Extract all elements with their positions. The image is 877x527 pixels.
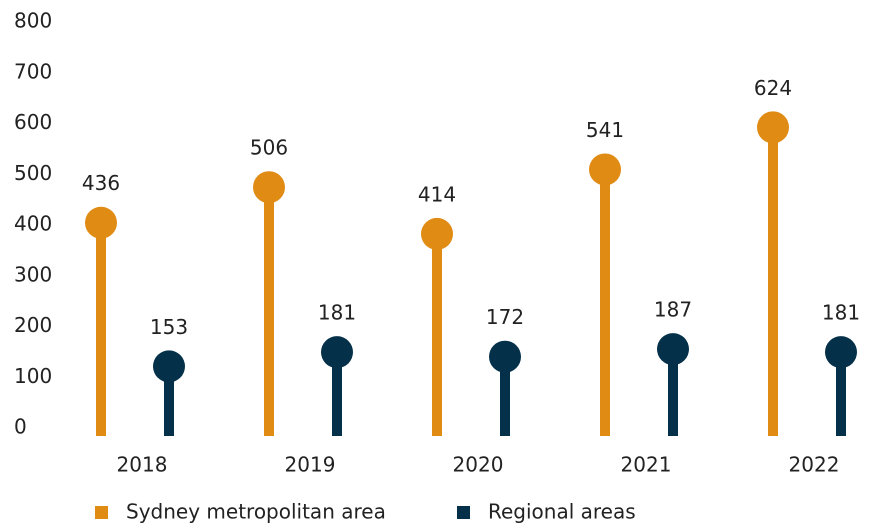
x-tick-label: 2022: [789, 453, 840, 477]
y-tick-label: 300: [14, 262, 52, 286]
value-label: 181: [822, 301, 860, 325]
lollipop: [657, 333, 689, 436]
dot: [657, 333, 689, 366]
stem: [164, 366, 174, 436]
x-tick-label: 2020: [453, 453, 504, 477]
dot: [757, 111, 789, 144]
legend-swatch: [457, 506, 470, 519]
y-tick-label: 100: [14, 364, 52, 388]
lollipop: [489, 340, 521, 436]
lollipop: [85, 206, 117, 436]
stem: [96, 222, 106, 436]
stem: [668, 349, 678, 436]
lollipop: [253, 171, 285, 436]
legend-label: Sydney metropolitan area: [126, 500, 386, 524]
lollipop: [153, 350, 185, 436]
legend-swatch: [95, 506, 108, 519]
value-label: 153: [150, 315, 188, 339]
value-label: 506: [250, 136, 288, 160]
lollipop: [825, 336, 857, 436]
y-tick-label: 0: [14, 415, 27, 439]
stem: [836, 352, 846, 436]
x-tick-label: 2018: [117, 453, 168, 477]
stem: [600, 169, 610, 436]
value-label: 181: [318, 301, 356, 325]
y-tick-label: 200: [14, 313, 52, 337]
y-tick-label: 500: [14, 161, 52, 185]
value-label: 414: [418, 182, 456, 206]
dot: [589, 153, 621, 186]
lollipop: [589, 153, 621, 436]
y-tick-label: 400: [14, 212, 52, 236]
stem: [432, 233, 442, 436]
dot: [153, 350, 185, 383]
y-tick-label: 600: [14, 110, 52, 134]
x-tick-label: 2019: [285, 453, 336, 477]
value-label: 436: [82, 171, 120, 195]
lollipop: [421, 217, 453, 436]
dot: [253, 171, 285, 204]
legend-label: Regional areas: [488, 500, 636, 524]
stem: [332, 352, 342, 436]
value-label: 187: [654, 298, 692, 322]
x-tick-label: 2021: [621, 453, 672, 477]
dot: [321, 336, 353, 369]
dot: [421, 217, 453, 250]
lollipop: [757, 111, 789, 436]
stem: [500, 356, 510, 436]
value-label: 541: [586, 118, 624, 142]
y-tick-label: 800: [14, 9, 52, 33]
stem: [768, 127, 778, 436]
stem: [264, 187, 274, 436]
lollipop: [321, 336, 353, 436]
value-label: 624: [754, 76, 792, 100]
dot: [825, 336, 857, 369]
y-tick-label: 700: [14, 59, 52, 83]
dot: [85, 206, 117, 239]
value-label: 172: [486, 305, 524, 329]
dot: [489, 340, 521, 373]
